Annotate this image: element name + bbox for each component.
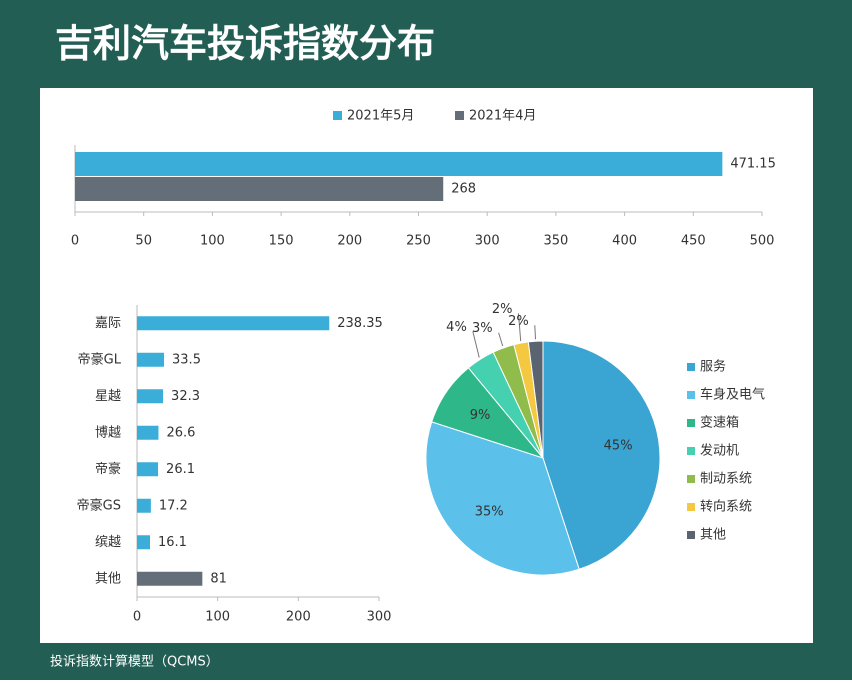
value-label: 26.6 [166, 425, 195, 440]
pie-label: 35% [475, 504, 504, 519]
y-tick-label: 帝豪GS [77, 497, 121, 513]
x-tick-label: 100 [200, 234, 225, 249]
bar [137, 425, 159, 440]
x-tick-label: 300 [475, 234, 500, 249]
y-tick-label: 帝豪GL [78, 351, 122, 367]
legend-swatch [687, 391, 695, 399]
pie-label: 3% [472, 321, 493, 336]
value-label: 471.15 [730, 157, 776, 172]
legend-swatch [687, 475, 695, 483]
pie-label: 45% [604, 439, 633, 454]
legend-label: 车身及电气 [700, 387, 765, 403]
pie-label: 4% [446, 320, 467, 335]
x-tick-label: 250 [406, 234, 431, 249]
value-label: 17.2 [159, 498, 188, 513]
bar [137, 498, 151, 513]
leader-line [517, 313, 522, 342]
legend-swatch [687, 503, 695, 511]
pie-label: 2% [492, 302, 513, 317]
y-tick-label: 其他 [95, 571, 121, 586]
y-tick-label: 星越 [95, 389, 121, 404]
y-tick-label: 帝豪 [95, 461, 121, 477]
x-tick-label: 450 [681, 234, 706, 249]
bar [137, 571, 203, 586]
x-tick-label: 200 [337, 234, 362, 249]
x-tick-label: 150 [269, 234, 294, 249]
bar [137, 389, 164, 404]
value-label: 16.1 [158, 535, 187, 550]
x-tick-label: 350 [543, 234, 568, 249]
x-tick-label: 100 [205, 610, 230, 625]
x-tick-label: 50 [135, 234, 152, 249]
slide-title: 吉利汽车投诉指数分布 [55, 22, 435, 66]
x-tick-label: 200 [286, 610, 311, 625]
legend-label: 2021年4月 [469, 109, 536, 124]
value-label: 26.1 [166, 462, 195, 477]
x-tick-label: 0 [71, 234, 79, 249]
pie-slice [527, 340, 544, 459]
legend-label: 2021年5月 [347, 109, 414, 124]
x-tick-label: 500 [750, 234, 775, 249]
legend-label: 变速箱 [700, 415, 739, 431]
pie-label: 9% [470, 408, 491, 423]
legend-swatch [687, 419, 695, 427]
value-label: 268 [451, 182, 476, 197]
legend-swatch [687, 447, 695, 455]
bar [137, 352, 165, 367]
bar [137, 316, 330, 331]
leader-line [498, 332, 504, 347]
value-label: 238.35 [337, 316, 383, 331]
legend-swatch [687, 363, 695, 371]
legend-label: 服务 [700, 359, 726, 375]
bar [75, 177, 444, 201]
legend-label: 发动机 [700, 443, 739, 459]
bar [137, 535, 150, 550]
legend-label: 其他 [700, 528, 726, 543]
legend-swatch [455, 111, 464, 120]
x-tick-label: 300 [367, 610, 392, 625]
legend-swatch [333, 111, 342, 120]
x-tick-label: 400 [612, 234, 637, 249]
y-tick-label: 博越 [95, 425, 121, 440]
pie-slice [425, 421, 580, 576]
pie-label: 2% [508, 314, 529, 329]
value-label: 33.5 [172, 352, 201, 367]
legend-label: 制动系统 [700, 472, 752, 487]
y-tick-label: 缤越 [95, 534, 121, 550]
legend-label: 转向系统 [700, 499, 752, 515]
bar [75, 152, 723, 176]
legend-swatch [687, 531, 695, 539]
value-label: 81 [210, 571, 227, 586]
footer: 投诉指数计算模型（QCMS） [50, 654, 219, 670]
y-tick-label: 嘉际 [95, 316, 121, 331]
x-tick-label: 0 [133, 610, 141, 625]
leader-line [534, 325, 537, 340]
bar [137, 462, 159, 477]
value-label: 32.3 [171, 389, 200, 404]
leader-line [472, 331, 480, 358]
pie-slice [542, 340, 661, 570]
